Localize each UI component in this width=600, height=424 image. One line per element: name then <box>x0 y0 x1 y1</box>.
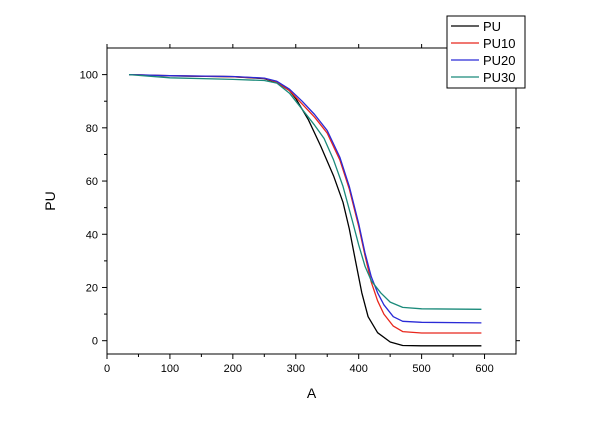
series-lines <box>128 73 482 347</box>
legend-box <box>446 15 526 89</box>
x-tick-label: 0 <box>104 363 110 375</box>
y-tick-label: 40 <box>86 229 98 241</box>
series-line-pu <box>128 73 482 347</box>
y-axis-title: PU <box>42 191 58 210</box>
legend-label: PU <box>483 19 501 34</box>
x-tick-label: 200 <box>224 363 242 375</box>
y-tick-label: 100 <box>80 70 98 82</box>
plot-frame <box>106 47 517 355</box>
legend: PU PU10 PU20 PU30 <box>446 15 526 89</box>
series-line-pu20 <box>128 73 482 324</box>
x-axis-title: A <box>307 385 317 401</box>
y-tick-label: 20 <box>86 282 98 294</box>
legend-label: PU30 <box>483 70 516 85</box>
y-tick-label: 60 <box>86 176 98 188</box>
series-line-pu30 <box>128 73 482 310</box>
x-tick-label: 500 <box>412 363 430 375</box>
y-tick-label: 80 <box>86 123 98 135</box>
legend-label: PU20 <box>483 53 516 68</box>
x-tick-label: 400 <box>350 363 368 375</box>
x-tick-label: 300 <box>287 363 305 375</box>
axes: 0 100 200 300 400 500 600 0 20 40 60 80 100 <box>80 44 520 375</box>
x-tick-label: 100 <box>161 363 179 375</box>
y-tick-label: 0 <box>92 336 98 348</box>
legend-label: PU10 <box>483 36 516 51</box>
x-tick-label: 600 <box>475 363 493 375</box>
